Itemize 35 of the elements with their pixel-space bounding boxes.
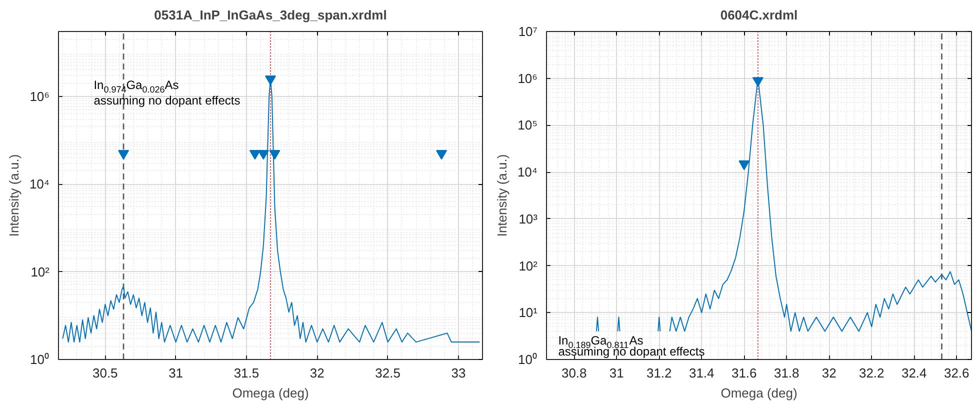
y-tick-label: 10⁰ — [30, 352, 50, 367]
chart-title: 0604C.xrdml — [720, 8, 798, 22]
y-tick-label: 10⁶ — [30, 88, 50, 104]
x-tick-label: 31 — [609, 366, 624, 380]
y-tick-label: 10² — [518, 258, 538, 274]
y-tick-label: 10⁴ — [29, 176, 50, 192]
x-axis-title: Omega (deg) — [720, 386, 798, 400]
chart-title: 0531A_InP_InGaAs_3deg_span.xrdml — [154, 8, 387, 22]
x-tick-label: 30.8 — [561, 366, 587, 380]
x-tick-label: 32.5 — [375, 366, 400, 380]
x-tick-label: 32 — [822, 366, 836, 380]
y-tick-label: 10⁷ — [518, 24, 538, 39]
x-tick-label: 33 — [451, 366, 466, 380]
x-tick-label: 31.6 — [731, 366, 757, 380]
x-tick-label: 31.8 — [774, 366, 800, 380]
x-tick-label: 31.2 — [646, 366, 672, 380]
x-tick-label: 31 — [168, 366, 184, 380]
x-axis-title: Omega (deg) — [232, 386, 309, 400]
x-tick-label: 31.5 — [234, 366, 260, 380]
annotation: assuming no dopant effects — [94, 94, 240, 108]
y-axis-title: Intensity (a.u.) — [6, 154, 22, 237]
x-tick-label: 31.4 — [688, 366, 714, 380]
x-tick-label: 32 — [310, 366, 324, 380]
y-axis-title: Intensity (a.u.) — [494, 154, 510, 237]
y-tick-label: 10⁰ — [518, 352, 538, 367]
y-tick-label: 10⁶ — [518, 70, 538, 86]
y-tick-label: 10⁴ — [517, 164, 538, 180]
y-tick-label: 10³ — [518, 211, 538, 226]
y-tick-label: 10¹ — [518, 305, 538, 320]
y-tick-label: 10² — [30, 264, 50, 280]
y-tick-label: 10⁵ — [518, 118, 538, 133]
x-tick-label: 32.6 — [944, 366, 970, 380]
x-tick-label: 32.4 — [901, 366, 927, 380]
x-tick-label: 30.5 — [92, 366, 118, 380]
x-tick-label: 32.2 — [858, 366, 884, 380]
